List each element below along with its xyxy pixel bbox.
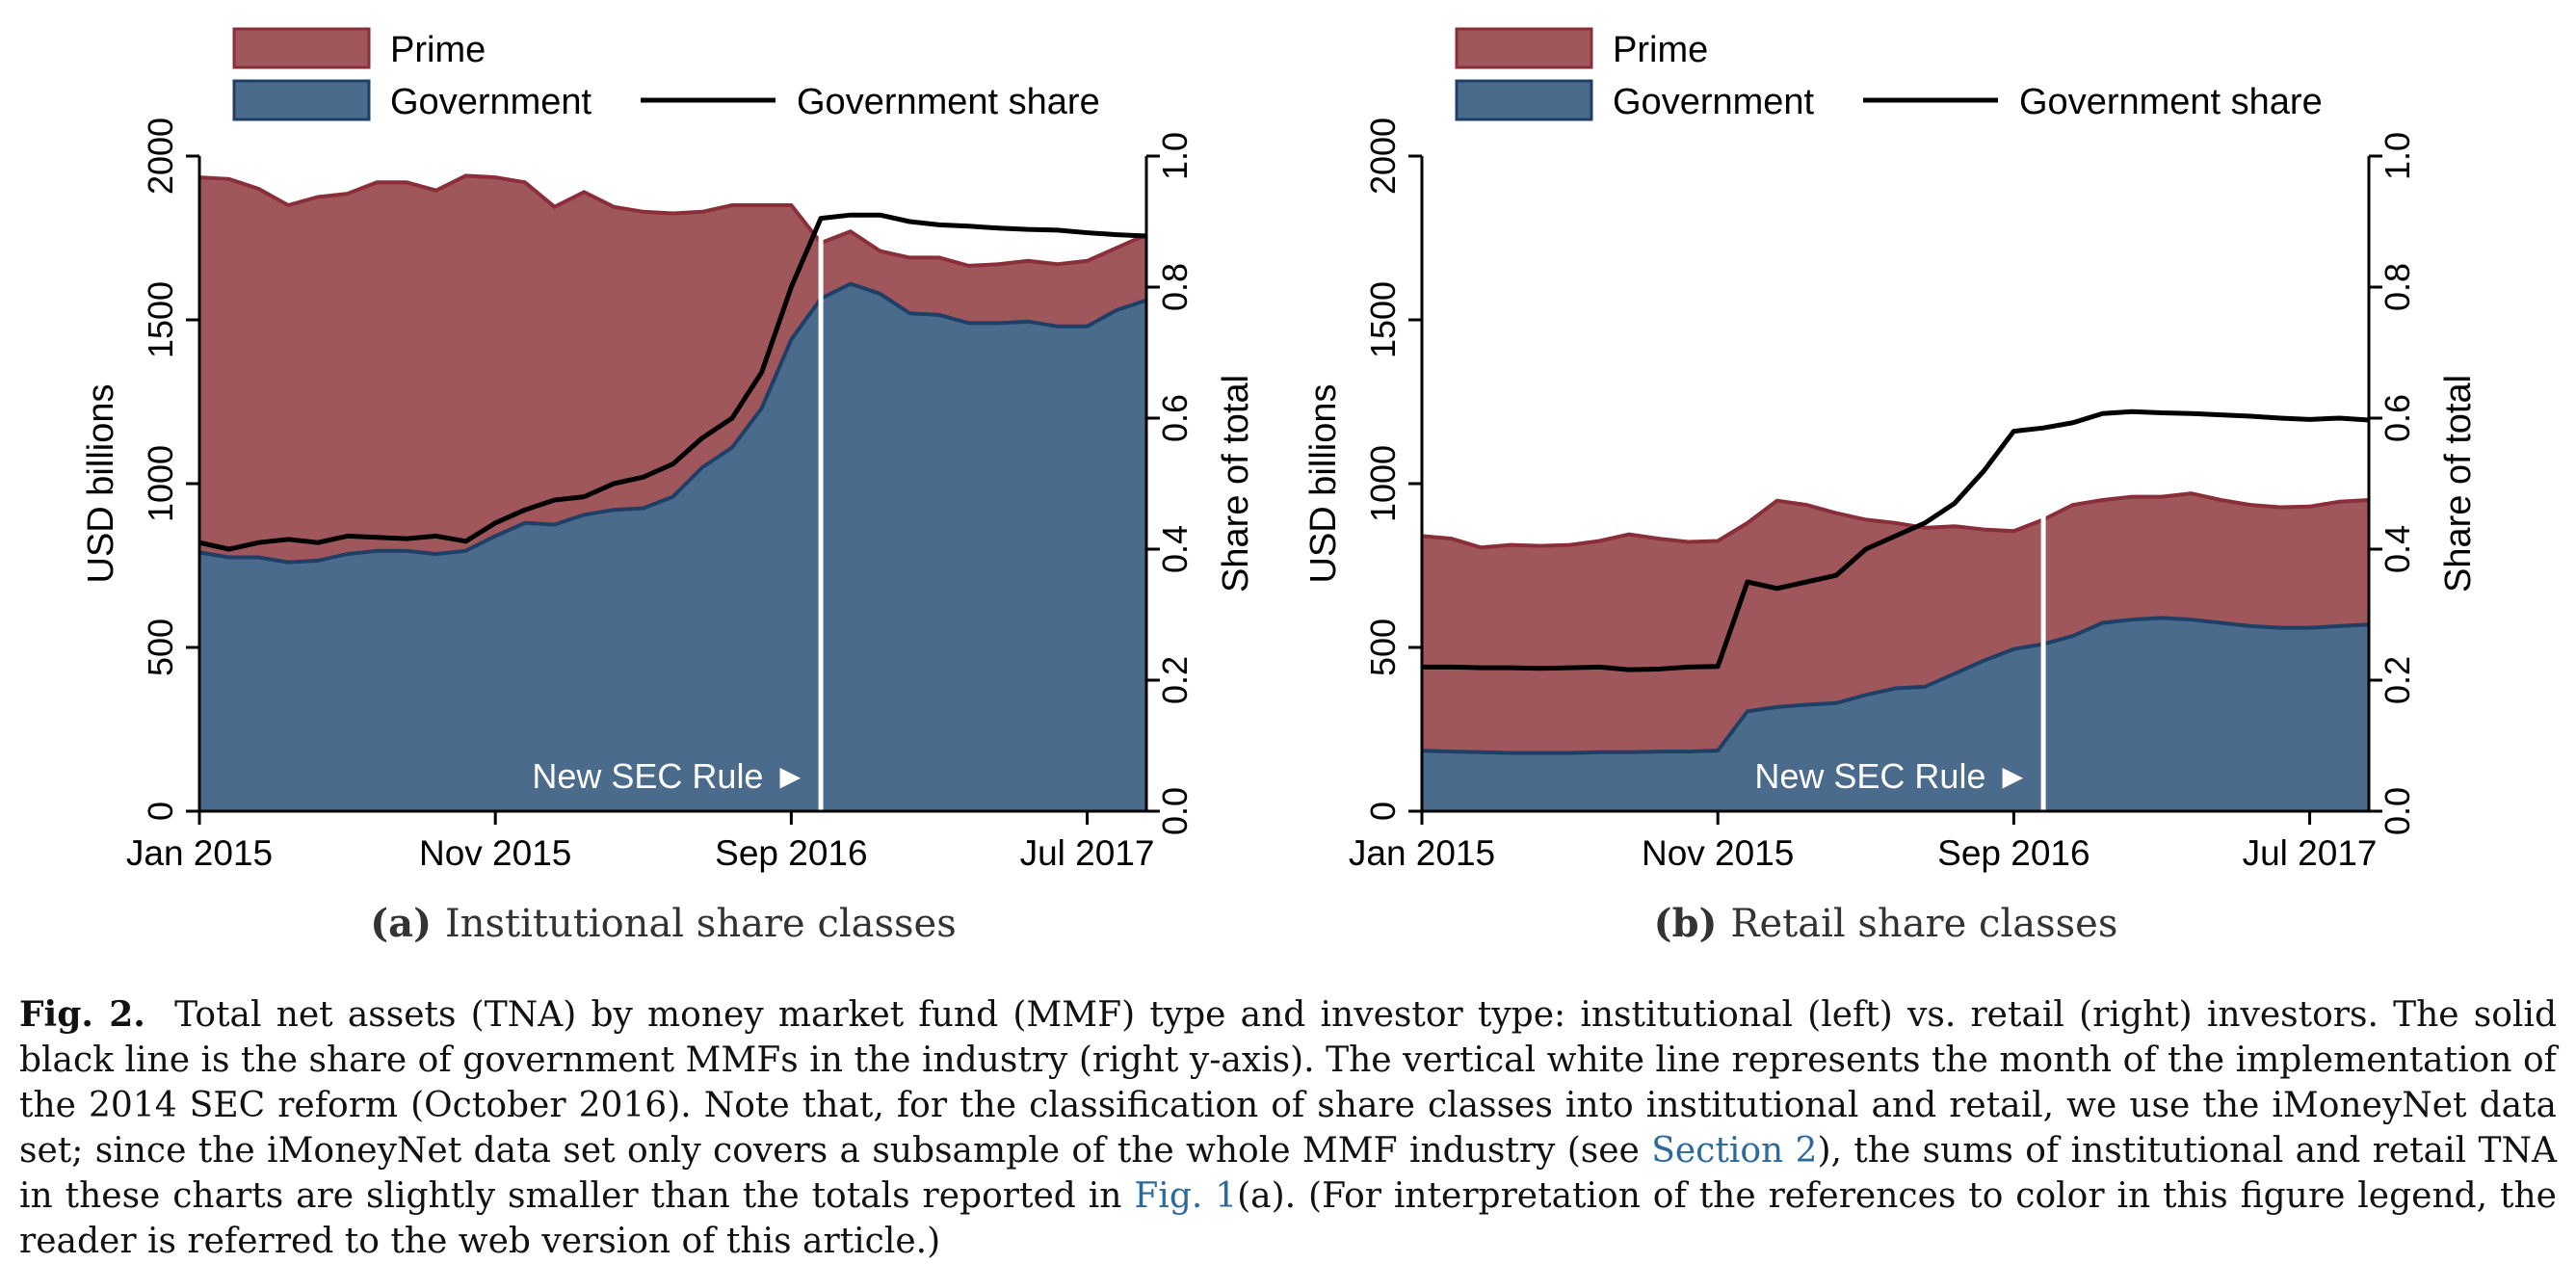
caption-label: Fig. 2.	[19, 994, 145, 1035]
x-tick-label: Nov 2015	[419, 833, 571, 873]
y2-tick-label: 0.6	[2378, 394, 2417, 442]
government-area	[1422, 618, 2369, 811]
y2-tick-label: 0.8	[1155, 263, 1195, 311]
y2-tick-label: 0.0	[1155, 787, 1195, 835]
government-area	[199, 283, 1146, 812]
y2-tick-label: 0.8	[2378, 263, 2417, 311]
x-tick-label: Jan 2015	[126, 833, 273, 873]
legend-swatch-prime	[232, 27, 371, 69]
figure-link[interactable]: Fig. 1	[1134, 1176, 1238, 1216]
y-tick-label: 1000	[141, 445, 180, 522]
y-tick-label: 500	[141, 619, 180, 676]
y-tick-label: 2000	[1363, 118, 1403, 195]
y2-tick-label: 1.0	[1155, 132, 1195, 180]
y2-tick-label: 0.6	[1155, 394, 1195, 442]
y2-tick-label: 0.4	[1155, 525, 1195, 573]
sec-rule-annotation: New SEC Rule ►	[1754, 756, 2030, 796]
panel-title: Retail share classes	[1730, 902, 2117, 946]
panel-label: (a)	[370, 901, 445, 946]
x-tick-label: Nov 2015	[1642, 833, 1794, 873]
y-tick-label: 1500	[141, 281, 180, 358]
x-tick-label: Sep 2016	[1937, 833, 2090, 873]
caption-text: ), the sums of institutional and retail …	[19, 1131, 2557, 1216]
section-link[interactable]: Section 2	[1651, 1131, 1818, 1171]
x-tick-label: Jan 2015	[1349, 833, 1495, 873]
panel-b: New SEC Rule ► 0 500 1000 1500 2000 0.0 0.2 0.4 0…	[1303, 27, 2479, 946]
x-tick-label: Jul 2017	[1020, 833, 1155, 873]
legend-swatch-government	[232, 79, 371, 121]
prime-area	[1422, 493, 2369, 753]
prime-top-edge	[198, 173, 1147, 268]
y2-axis-title: Share of total	[1216, 375, 1256, 592]
sec-rule-annotation: New SEC Rule ►	[532, 756, 807, 796]
legend-swatch-government	[1455, 79, 1593, 121]
legend-swatch-prime	[1455, 27, 1593, 69]
panel-caption: (a) Institutional share classes	[370, 901, 957, 946]
government-share-line	[198, 212, 1147, 552]
legend-label-share: Government share	[2019, 82, 2323, 122]
panel-a: New SEC Rule ► 0 500 1000 1500 2000 0.0 0.2 0.4 0…	[81, 27, 1256, 946]
y-tick-label: 500	[1363, 619, 1403, 676]
y-axis-title: USD billions	[81, 384, 121, 584]
y2-tick-label: 0.2	[2378, 656, 2417, 704]
government-top-edge	[1421, 616, 2370, 755]
y2-tick-label: 1.0	[2378, 132, 2417, 180]
y-tick-label: 0	[141, 802, 180, 821]
y-tick-label: 2000	[141, 118, 180, 195]
legend-label-government: Government	[390, 82, 592, 122]
prime-top-edge	[1421, 491, 2370, 550]
y-tick-label: 1000	[1363, 445, 1403, 522]
figure-canvas: New SEC Rule ► 0 500 1000 1500 2000 0.0 0.2 0.4 0…	[81, 27, 2479, 946]
legend-label-prime: Prime	[1613, 30, 1708, 70]
prime-area	[199, 175, 1146, 563]
government-share-line	[1422, 408, 2370, 672]
figure-caption: Fig. 2. Total net assets (TNA) by money …	[19, 992, 2557, 1264]
caption-text: Total net assets (TNA) by money market f…	[19, 995, 2557, 1171]
y2-tick-label: 0.2	[1155, 656, 1195, 704]
y-tick-label: 0	[1363, 802, 1403, 821]
y-axis-title: USD billions	[1303, 384, 1344, 584]
x-tick-label: Sep 2016	[715, 833, 867, 873]
y2-axis-title: Share of total	[2438, 375, 2479, 592]
legend-label-share: Government share	[797, 82, 1100, 122]
panel-title: Institutional share classes	[445, 902, 957, 946]
legend-label-prime: Prime	[390, 30, 486, 70]
y2-tick-label: 0.0	[2378, 787, 2417, 835]
y-tick-label: 1500	[1363, 281, 1403, 358]
y2-tick-label: 0.4	[2378, 525, 2417, 573]
panel-label: (b)	[1654, 901, 1731, 946]
panel-caption: (b) Retail share classes	[1654, 901, 2118, 946]
x-tick-label: Jul 2017	[2243, 833, 2378, 873]
legend-label-government: Government	[1613, 82, 1815, 122]
government-top-edge	[198, 281, 1147, 565]
